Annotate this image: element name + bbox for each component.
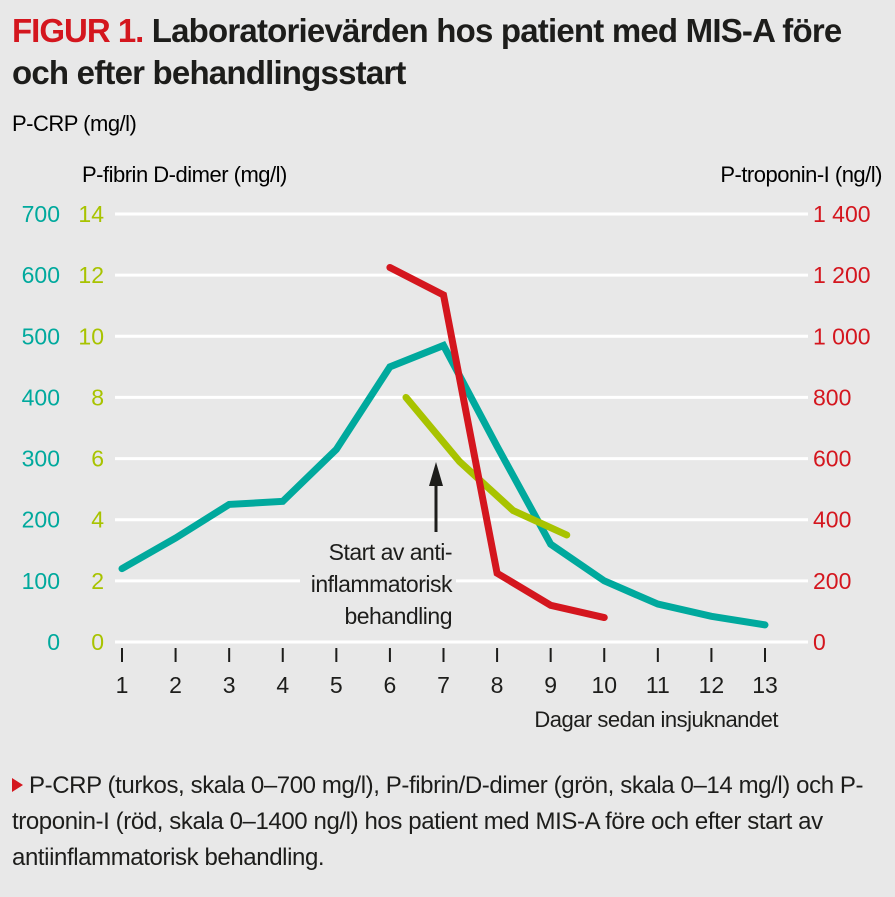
crp-tick-label: 400 <box>22 384 60 410</box>
ddimer-tick-label: 10 <box>78 323 104 349</box>
troponin-tick-label: 600 <box>813 446 851 472</box>
figure-label: FIGUR 1. <box>12 12 144 49</box>
troponin-tick-label: 1 200 <box>813 262 871 288</box>
troponin-tick-label: 1 400 <box>813 201 871 227</box>
troponin-tick-label: 1 000 <box>813 323 871 349</box>
gridlines <box>115 212 808 644</box>
x-tick-label: 5 <box>330 672 343 698</box>
x-tick-label: 6 <box>384 672 397 698</box>
caption-triangle-icon <box>12 778 23 792</box>
ddimer-tick-label: 14 <box>78 201 104 227</box>
crp-tick-label: 300 <box>22 446 60 472</box>
ddimer-tick-label: 6 <box>91 446 104 472</box>
crp-tick-label: 0 <box>47 629 60 655</box>
crp-axis-label: P-CRP (mg/l) <box>12 111 137 136</box>
crp-tick-label: 200 <box>22 507 60 533</box>
figure-title-text: Laboratorievärden hos patient med MIS-A … <box>12 12 842 91</box>
caption-text: P-CRP (turkos, skala 0–700 mg/l), P-fibr… <box>12 772 864 871</box>
x-tick-label: 4 <box>276 672 289 698</box>
x-tick-label: 13 <box>752 672 778 698</box>
figure-title: FIGUR 1. Laboratorievärden hos patient m… <box>12 10 882 94</box>
troponin-tick-label: 800 <box>813 384 851 410</box>
series-lines <box>118 264 769 629</box>
annotation: Start av anti-inflammatorisk behandling <box>300 462 456 638</box>
x-tick-label: 10 <box>591 672 617 698</box>
annotation-background <box>300 538 456 638</box>
right-tick-labels: 0 200 400 600 800 1 000 1 200 1 400 <box>813 201 871 655</box>
x-tick-label: 8 <box>491 672 504 698</box>
arrow-up-icon <box>429 462 443 486</box>
x-tick-label: 2 <box>169 672 182 698</box>
x-axis: 1 2 3 4 5 6 7 8 9 10 11 12 13 <box>116 648 778 698</box>
x-tick-label: 9 <box>544 672 557 698</box>
ddimer-axis-label: P-fibrin D-dimer (mg/l) <box>82 162 287 187</box>
annotation-text-line: Start av anti- <box>329 539 452 565</box>
ddimer-tick-label: 8 <box>91 384 104 410</box>
crp-tick-label: 600 <box>22 262 60 288</box>
crp-tick-label: 500 <box>22 323 60 349</box>
x-tick-label: 7 <box>437 672 450 698</box>
ddimer-tick-label: 4 <box>91 507 104 533</box>
ddimer-tick-label: 12 <box>78 262 104 288</box>
left-tick-labels: 0 0 100 2 200 4 300 6 400 8 500 10 600 12 700 14 <box>22 201 105 655</box>
figure-caption: P-CRP (turkos, skala 0–700 mg/l), P-fibr… <box>12 768 882 876</box>
annotation-text-line: inflammatorisk <box>311 571 453 597</box>
troponin-tick-label: 0 <box>813 629 826 655</box>
troponin-axis-label: P-troponin-I (ng/l) <box>720 162 882 187</box>
annotation-text-line: behandling <box>344 603 452 629</box>
ddimer-tick-label: 0 <box>91 629 104 655</box>
crp-tick-label: 100 <box>22 568 60 594</box>
crp-tick-label: 700 <box>22 201 60 227</box>
x-tick-label: 11 <box>646 672 670 698</box>
x-tick-label: 1 <box>116 672 129 698</box>
ddimer-tick-label: 2 <box>91 568 104 594</box>
troponin-tick-label: 400 <box>813 507 851 533</box>
x-tick-label: 12 <box>699 672 725 698</box>
series-line-p-fibrin-d-dimer <box>402 393 571 539</box>
troponin-tick-label: 200 <box>813 568 851 594</box>
x-tick-label: 3 <box>223 672 236 698</box>
x-axis-title: Dagar sedan insjuknandet <box>534 707 778 732</box>
